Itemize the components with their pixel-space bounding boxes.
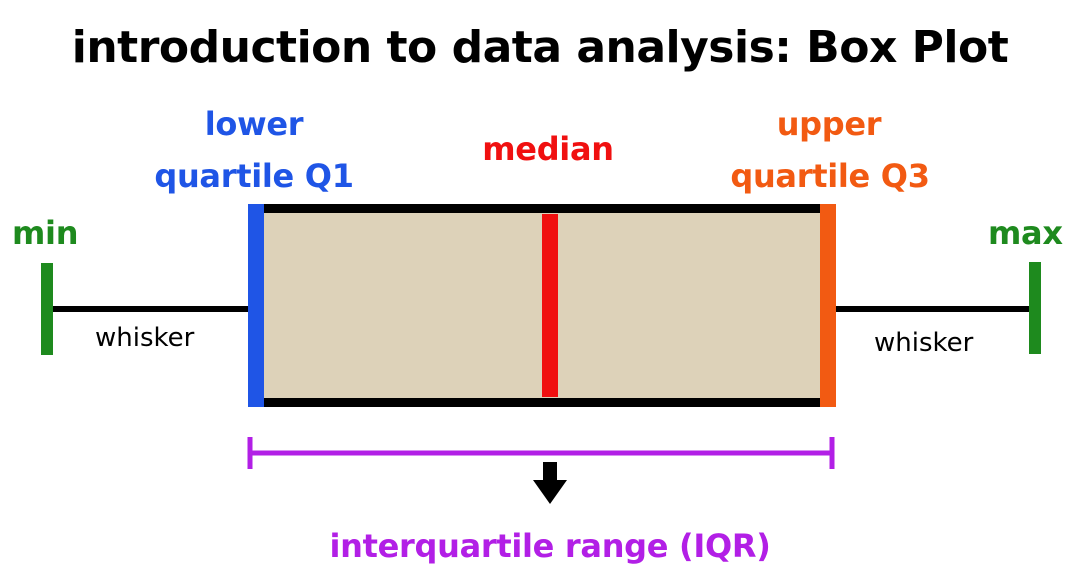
median-marker [542,214,558,397]
iqr-label: interquartile range (IQR) [329,527,771,565]
q3-marker [820,204,836,407]
q1-marker [248,204,264,407]
down-arrow-icon [533,462,567,504]
page-title: introduction to data analysis: Box Plot [71,22,1009,73]
q3-label-line2: quartile Q3 [730,157,930,195]
q3-label-line1: upper [776,105,882,143]
whisker-right-label: whisker [874,328,974,358]
q1-label-line1: lower [204,105,304,143]
box-top-edge [250,204,832,213]
min-label: min [12,214,79,252]
median-label: median [482,130,614,168]
whisker-left-label: whisker [95,323,195,353]
max-label: max [988,214,1063,252]
min-marker [41,263,53,355]
max-marker [1029,262,1041,354]
q1-label-line2: quartile Q1 [154,157,354,195]
box-bottom-edge [250,398,832,407]
